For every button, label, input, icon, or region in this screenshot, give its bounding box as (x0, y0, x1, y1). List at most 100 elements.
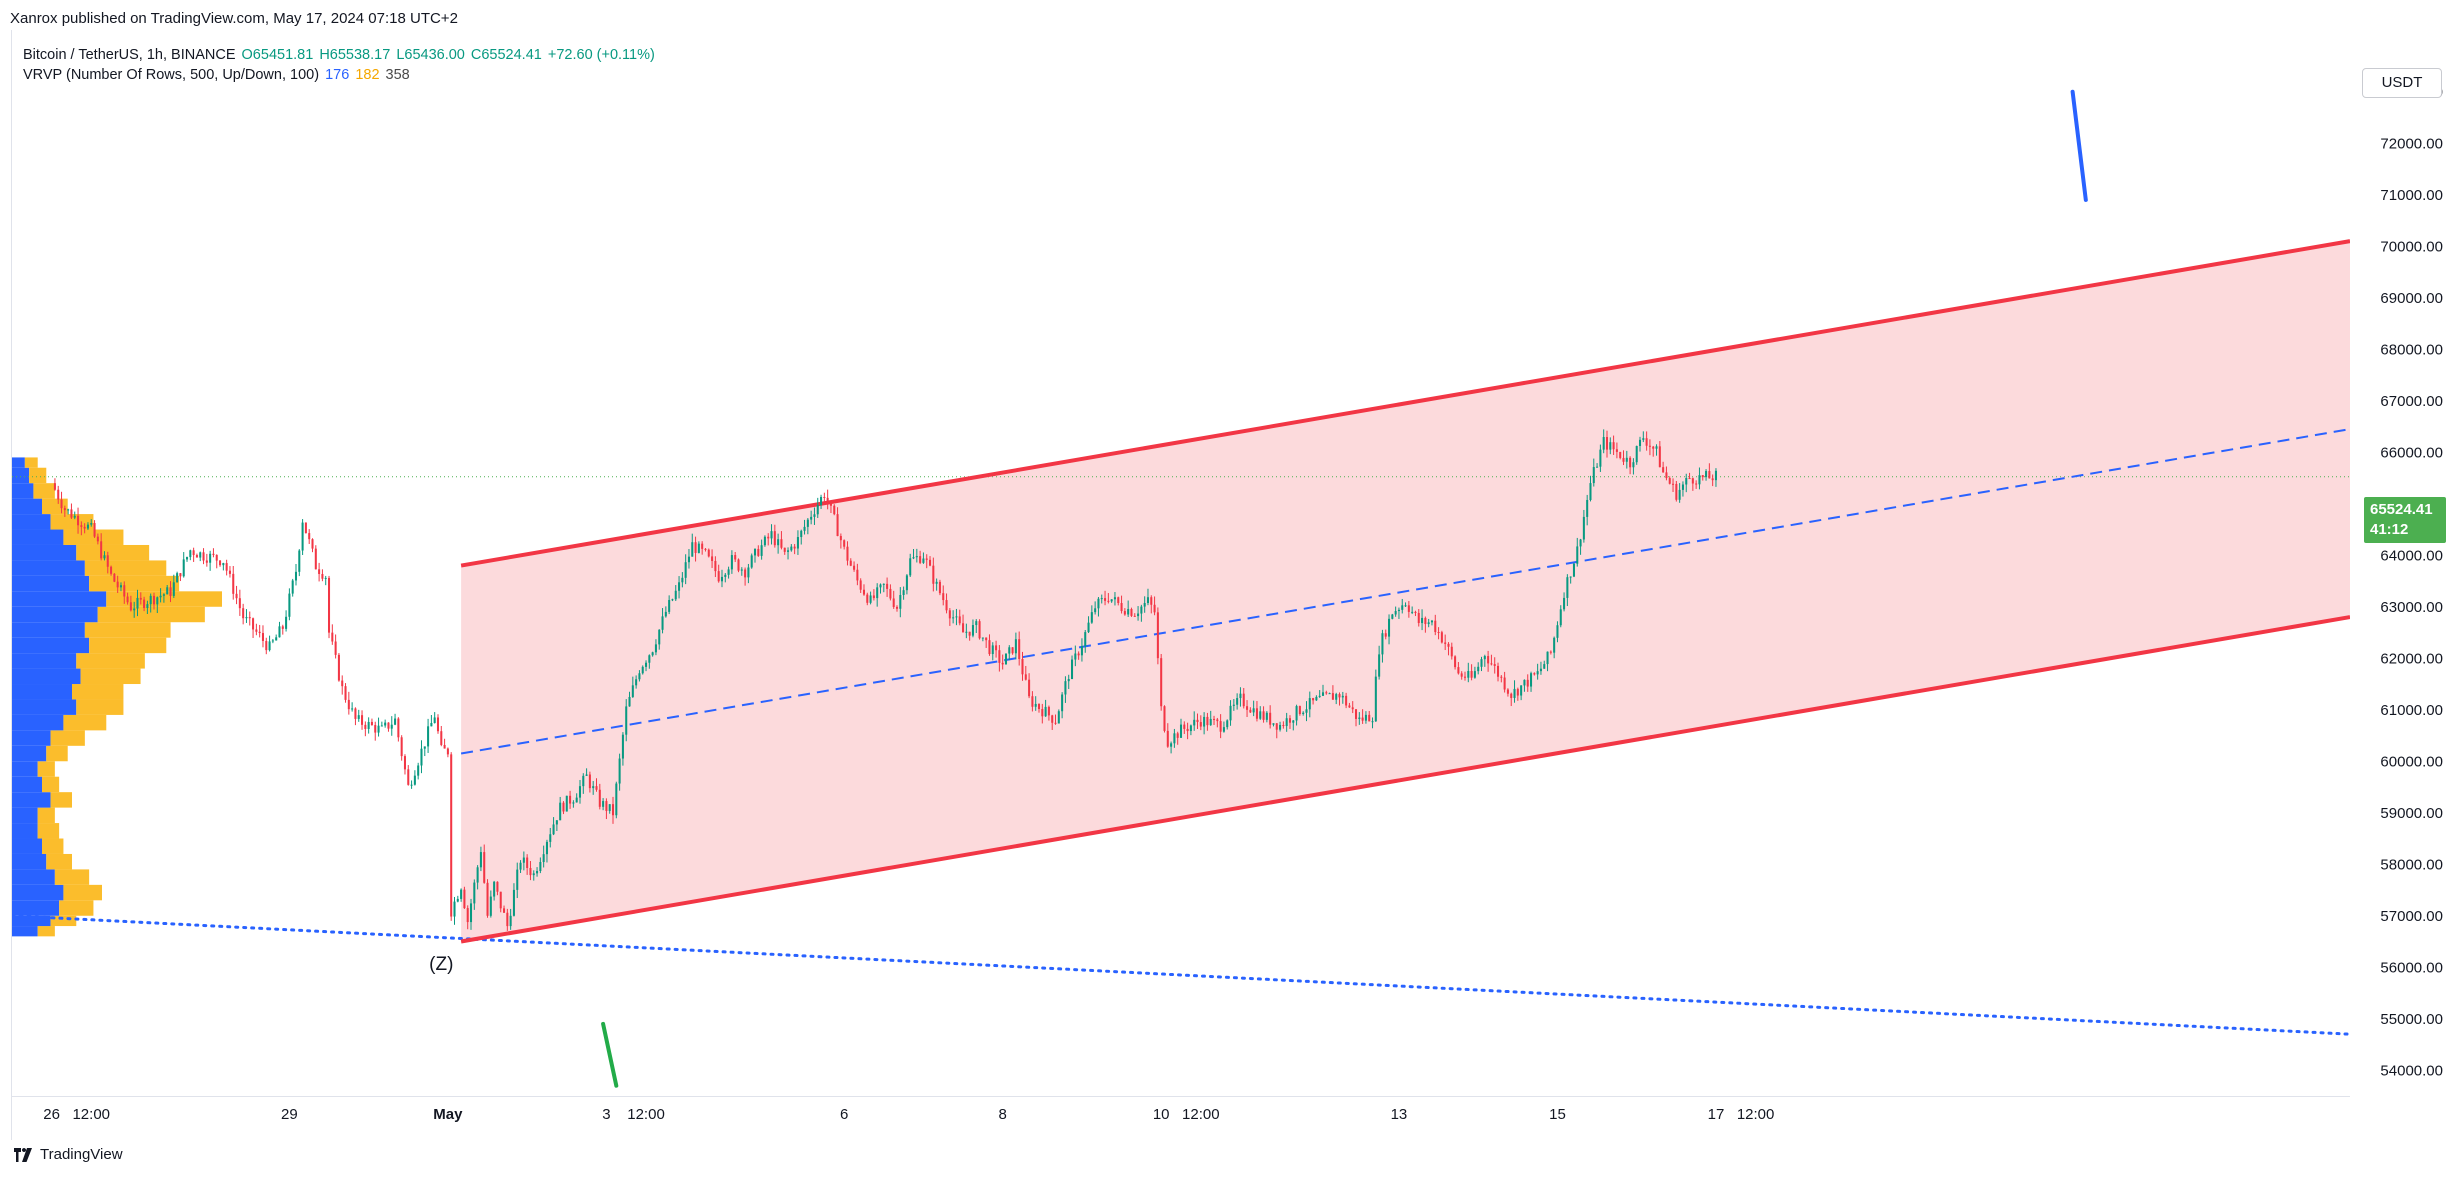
time-tick-label: 13 (1391, 1106, 1408, 1123)
candle-body (611, 804, 615, 816)
candle-body (1067, 679, 1070, 682)
candle-body (407, 769, 410, 785)
channel-mid-line[interactable] (460, 428, 2351, 755)
time-axis[interactable]: 26 12:00 29 May 3 12:00 6 8 10 12:00 13 15 17 12:00 (12, 1096, 2350, 1140)
channel-lower-line[interactable] (460, 615, 2351, 944)
candle-body (1031, 696, 1034, 707)
candle-body (1338, 694, 1341, 698)
candle-body (714, 560, 717, 572)
candle-body (86, 524, 89, 529)
candle-body (648, 655, 651, 663)
currency-selector[interactable]: USDT (2362, 68, 2442, 98)
chart-area[interactable]: 54000.00 55000.00 56000.00 57000.00 58000.00… (11, 30, 2455, 1140)
volume-bin-up (12, 483, 34, 499)
candle-body (569, 795, 572, 804)
channel-upper-line[interactable] (460, 239, 2351, 568)
candle-body (103, 555, 106, 559)
candle-body (199, 552, 202, 558)
candle-body (575, 797, 578, 803)
volume-bin-down (29, 467, 47, 484)
candle-body (129, 602, 132, 611)
candle-body (1582, 516, 1585, 540)
candle-body (938, 581, 941, 594)
candle-body (687, 556, 690, 563)
time-tick-label: 6 (840, 1106, 848, 1123)
candle-body (585, 774, 588, 776)
candle-body (895, 606, 899, 609)
candle-body (562, 802, 565, 812)
legend-vol-down: 182 (355, 67, 380, 83)
tradingview-brand[interactable]: TradingView (12, 1146, 123, 1163)
candle-body (1473, 671, 1476, 678)
last-price-tag: 65524.41 41:12 (2364, 497, 2446, 543)
candle-body (321, 573, 324, 579)
support-line[interactable] (12, 914, 2352, 1036)
volume-bin-up (12, 684, 72, 700)
candle-body (1259, 711, 1262, 719)
candle-body (1437, 632, 1440, 634)
candle-body (1374, 676, 1377, 722)
candle-body (1321, 692, 1325, 696)
candle-body (545, 841, 548, 855)
volume-bin-down (50, 792, 72, 808)
candle-body (1652, 446, 1655, 449)
candle-body (879, 584, 882, 588)
candle-body (777, 539, 780, 546)
candle-body (592, 786, 595, 789)
price-chart[interactable]: 54000.00 55000.00 56000.00 57000.00 58000.00… (12, 30, 2455, 1140)
candle-body (1672, 483, 1675, 485)
legend-open: O65451.81 (241, 47, 314, 63)
legend-symbol[interactable]: Bitcoin / TetherUS, 1h, BINANCE (23, 47, 236, 63)
candle-body (516, 869, 519, 890)
candle-body (337, 654, 340, 681)
candle-body (519, 862, 522, 870)
candle-body (1028, 679, 1031, 697)
candle-body (1695, 483, 1698, 485)
candle-body (1675, 483, 1678, 500)
candle-body (872, 595, 875, 599)
candle-body (509, 915, 512, 927)
candle-body (691, 542, 694, 557)
candle-body (1358, 717, 1361, 719)
candle-body (1298, 706, 1301, 714)
volume-bin-down (46, 745, 68, 762)
candle-body (1705, 471, 1708, 478)
candle-body (334, 641, 337, 655)
candle-body (886, 583, 889, 589)
candle-body (156, 597, 159, 605)
price-tick-label: 68000.00 (2380, 341, 2443, 358)
candle-body (1549, 651, 1552, 653)
candle-body (1226, 720, 1229, 728)
candle-body (1632, 462, 1635, 468)
candle-body (1434, 620, 1437, 633)
last-price-value: 65524.41 (2370, 501, 2433, 518)
candle-body (925, 558, 928, 560)
candle-body (1193, 719, 1196, 726)
candle-body (1493, 664, 1496, 666)
trend-lines[interactable] (12, 239, 2352, 1036)
candle-body (1087, 622, 1090, 633)
volume-bin-up (12, 467, 30, 484)
candle-body (1470, 670, 1473, 678)
candle-body (1526, 679, 1529, 687)
volume-bin-down (63, 529, 124, 545)
candle-body (952, 617, 955, 619)
candle-body (1246, 706, 1249, 710)
candle-body (331, 632, 334, 642)
candle-body (1037, 703, 1041, 710)
candle-body (1599, 449, 1602, 467)
candle-body (100, 541, 103, 559)
candle-body (162, 594, 165, 596)
candle-body (397, 718, 400, 738)
candle-body (1460, 673, 1463, 677)
candle-body (1691, 478, 1694, 484)
price-axis[interactable]: 54000.00 55000.00 56000.00 57000.00 58000.00… (2350, 30, 2455, 1140)
candle-body (780, 539, 783, 548)
candle-body (1625, 457, 1628, 462)
candle-body (1150, 597, 1153, 605)
legend-indicator[interactable]: VRVP (Number Of Rows, 500, Up/Down, 100) (23, 67, 320, 83)
candle-body (1513, 688, 1516, 698)
candle-body (1361, 717, 1364, 721)
candle-body (1619, 451, 1622, 458)
volume-bin-up (12, 622, 85, 638)
